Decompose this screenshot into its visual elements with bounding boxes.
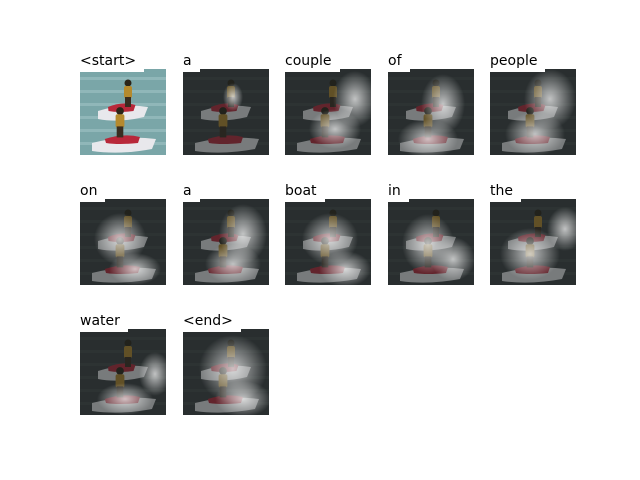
- caption-word: water: [80, 314, 128, 332]
- attention-cell: a: [183, 54, 269, 155]
- caption-word: on: [80, 184, 106, 202]
- attention-cell: <end>: [183, 314, 269, 415]
- attention-cell: on: [80, 184, 166, 285]
- attention-heatmap: [80, 199, 166, 285]
- attention-cell: people: [490, 54, 576, 155]
- attention-cell: a: [183, 184, 269, 285]
- caption-word: a: [183, 54, 200, 72]
- caption-word: <end>: [183, 314, 241, 332]
- attention-heatmap: [285, 69, 371, 155]
- attention-heatmap: [490, 69, 576, 155]
- caption-word: <start>: [80, 54, 145, 72]
- attention-cell: boat: [285, 184, 371, 285]
- caption-word: the: [490, 184, 521, 202]
- attention-cell: water: [80, 314, 166, 415]
- attention-heatmap: [388, 199, 474, 285]
- caption-word: in: [388, 184, 409, 202]
- caption-word: of: [388, 54, 410, 72]
- attention-heatmap: [285, 199, 371, 285]
- attention-heatmap: [183, 329, 269, 415]
- caption-word: a: [183, 184, 200, 202]
- attention-cell: of: [388, 54, 474, 155]
- caption-word: couple: [285, 54, 340, 72]
- attention-cell: the: [490, 184, 576, 285]
- photo-thumbnail: [80, 69, 166, 155]
- caption-word: people: [490, 54, 546, 72]
- caption-word: boat: [285, 184, 325, 202]
- attention-heatmap: [388, 69, 474, 155]
- attention-cell: couple: [285, 54, 371, 155]
- attention-heatmap: [183, 199, 269, 285]
- attention-cell: <start>: [80, 54, 166, 155]
- attention-cell: in: [388, 184, 474, 285]
- attention-heatmap: [490, 199, 576, 285]
- attention-heatmap: [80, 329, 166, 415]
- attention-heatmap: [183, 69, 269, 155]
